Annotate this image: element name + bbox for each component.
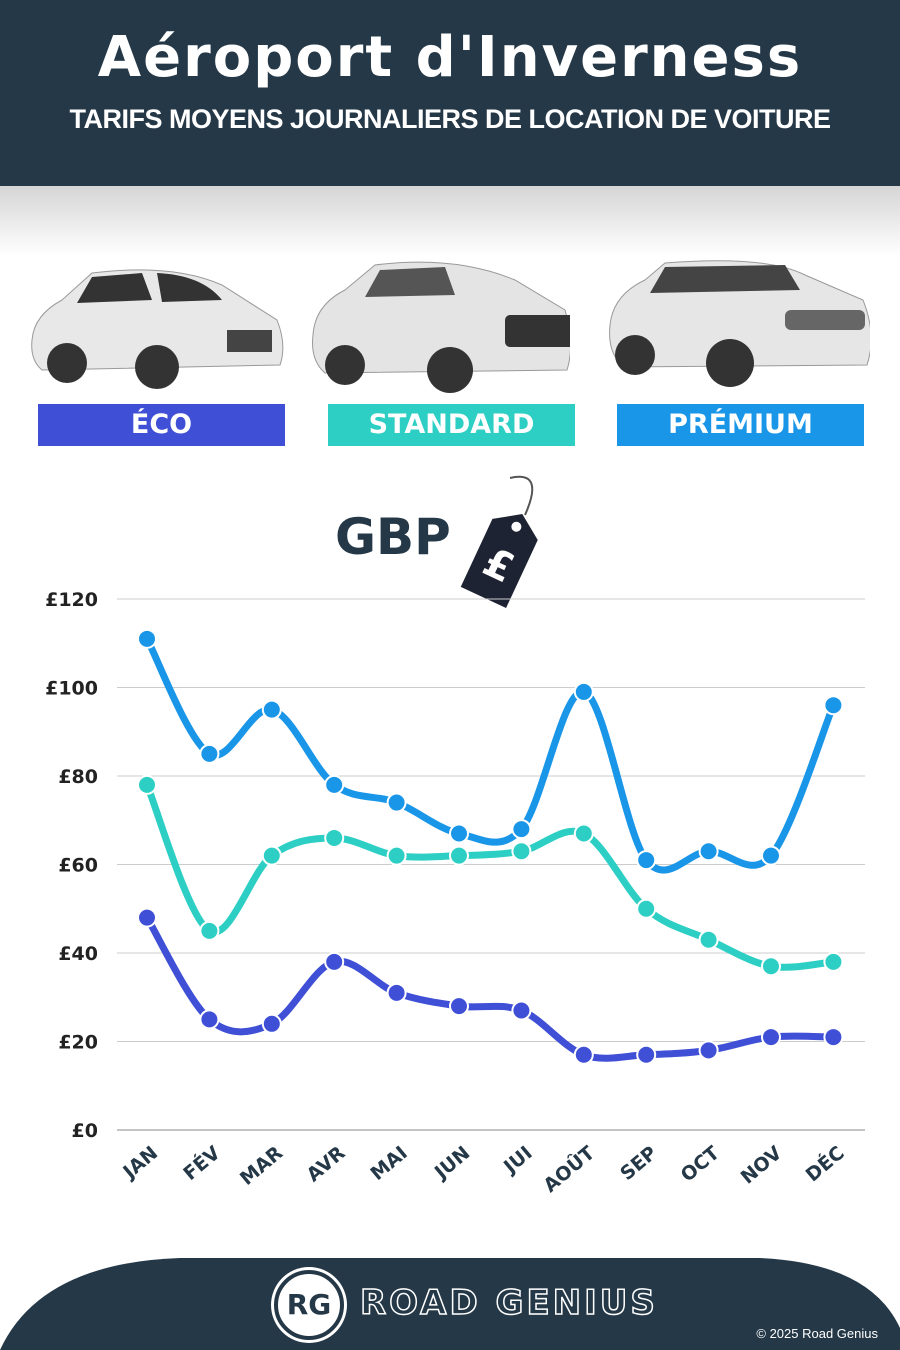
- y-tick-label: £80: [58, 766, 98, 788]
- currency-label: GBP: [335, 508, 451, 566]
- copyright: © 2025 Road Genius: [756, 1326, 878, 1341]
- data-point: [823, 951, 844, 972]
- data-point: [761, 956, 781, 977]
- data-point: [386, 982, 407, 1003]
- data-point: [137, 907, 157, 928]
- x-tick-label: OCT: [677, 1142, 724, 1187]
- data-point: [386, 792, 407, 813]
- data-point: [698, 929, 719, 950]
- category-label-standard: STANDARD: [328, 404, 575, 446]
- data-point: [324, 827, 345, 848]
- data-point: [698, 841, 719, 862]
- header-shadow: [0, 186, 900, 256]
- data-point: [698, 1040, 719, 1061]
- price-tag-icon: £: [460, 475, 538, 608]
- data-point: [449, 996, 469, 1017]
- data-point: [324, 951, 345, 972]
- data-point: [511, 819, 532, 840]
- data-point: [199, 920, 220, 941]
- x-tick-label: FÉV: [179, 1141, 225, 1185]
- x-tick-label: DÉC: [801, 1141, 848, 1186]
- data-point: [573, 681, 594, 702]
- data-point: [449, 845, 469, 866]
- data-point: [449, 823, 469, 844]
- road-genius-logo: RG: [274, 1270, 344, 1340]
- data-point: [573, 1044, 594, 1065]
- y-tick-label: £0: [72, 1120, 98, 1142]
- series-line-0: [143, 635, 837, 874]
- data-point: [511, 1000, 532, 1021]
- x-tick-label: AOÛT: [538, 1140, 599, 1196]
- page-subtitle: TARIFS MOYENS JOURNALIERS DE LOCATION DE…: [69, 104, 831, 134]
- category-label-eco: ÉCO: [38, 404, 285, 446]
- suv-car-image: [312, 261, 570, 393]
- data-point: [199, 1009, 220, 1030]
- data-point: [324, 774, 345, 795]
- data-point: [386, 845, 407, 866]
- data-point: [823, 695, 844, 716]
- series-line-1: [143, 781, 837, 971]
- y-tick-label: £100: [45, 678, 98, 700]
- x-tick-label: AVR: [303, 1142, 350, 1187]
- data-point: [761, 1027, 781, 1048]
- x-tick-label: MAI: [367, 1142, 412, 1185]
- category-label-premium: PRÉMIUM: [617, 404, 864, 446]
- premium-suv-car-image: [609, 260, 870, 387]
- header: Aéroport d'Inverness TARIFS MOYENS JOURN…: [0, 0, 900, 186]
- data-point: [199, 743, 220, 764]
- data-point: [823, 1027, 844, 1048]
- data-point: [261, 845, 282, 866]
- page-title: Aéroport d'Inverness: [97, 25, 803, 90]
- y-tick-label: £40: [58, 943, 98, 965]
- brand-name: ROAD GENIUS: [359, 1282, 658, 1324]
- data-point: [261, 699, 282, 720]
- data-point: [573, 823, 594, 844]
- data-point: [137, 628, 157, 649]
- x-tick-label: NOV: [737, 1142, 787, 1189]
- data-point: [761, 845, 781, 866]
- data-point: [511, 841, 532, 862]
- data-point: [636, 898, 657, 919]
- x-tick-label: JAN: [118, 1142, 163, 1184]
- x-tick-label: MAR: [236, 1142, 287, 1190]
- hatchback-car-image: [31, 269, 284, 389]
- data-point: [636, 850, 657, 871]
- line-chart: £0 £20 £40 £60 £80 £100 £120 JAN FÉV MAR AVR MAI JUN…: [45, 589, 865, 1197]
- footer: [0, 1258, 900, 1350]
- x-tick-label: JUI: [498, 1142, 536, 1179]
- series-line-2: [143, 914, 837, 1062]
- y-tick-label: £120: [45, 589, 98, 611]
- x-tick-label: SEP: [616, 1142, 661, 1185]
- y-tick-label: £60: [58, 855, 98, 877]
- data-point: [636, 1044, 657, 1065]
- data-point: [261, 1013, 282, 1034]
- y-tick-label: £20: [58, 1032, 98, 1054]
- x-tick-label: JUN: [429, 1142, 474, 1185]
- data-point: [137, 774, 157, 795]
